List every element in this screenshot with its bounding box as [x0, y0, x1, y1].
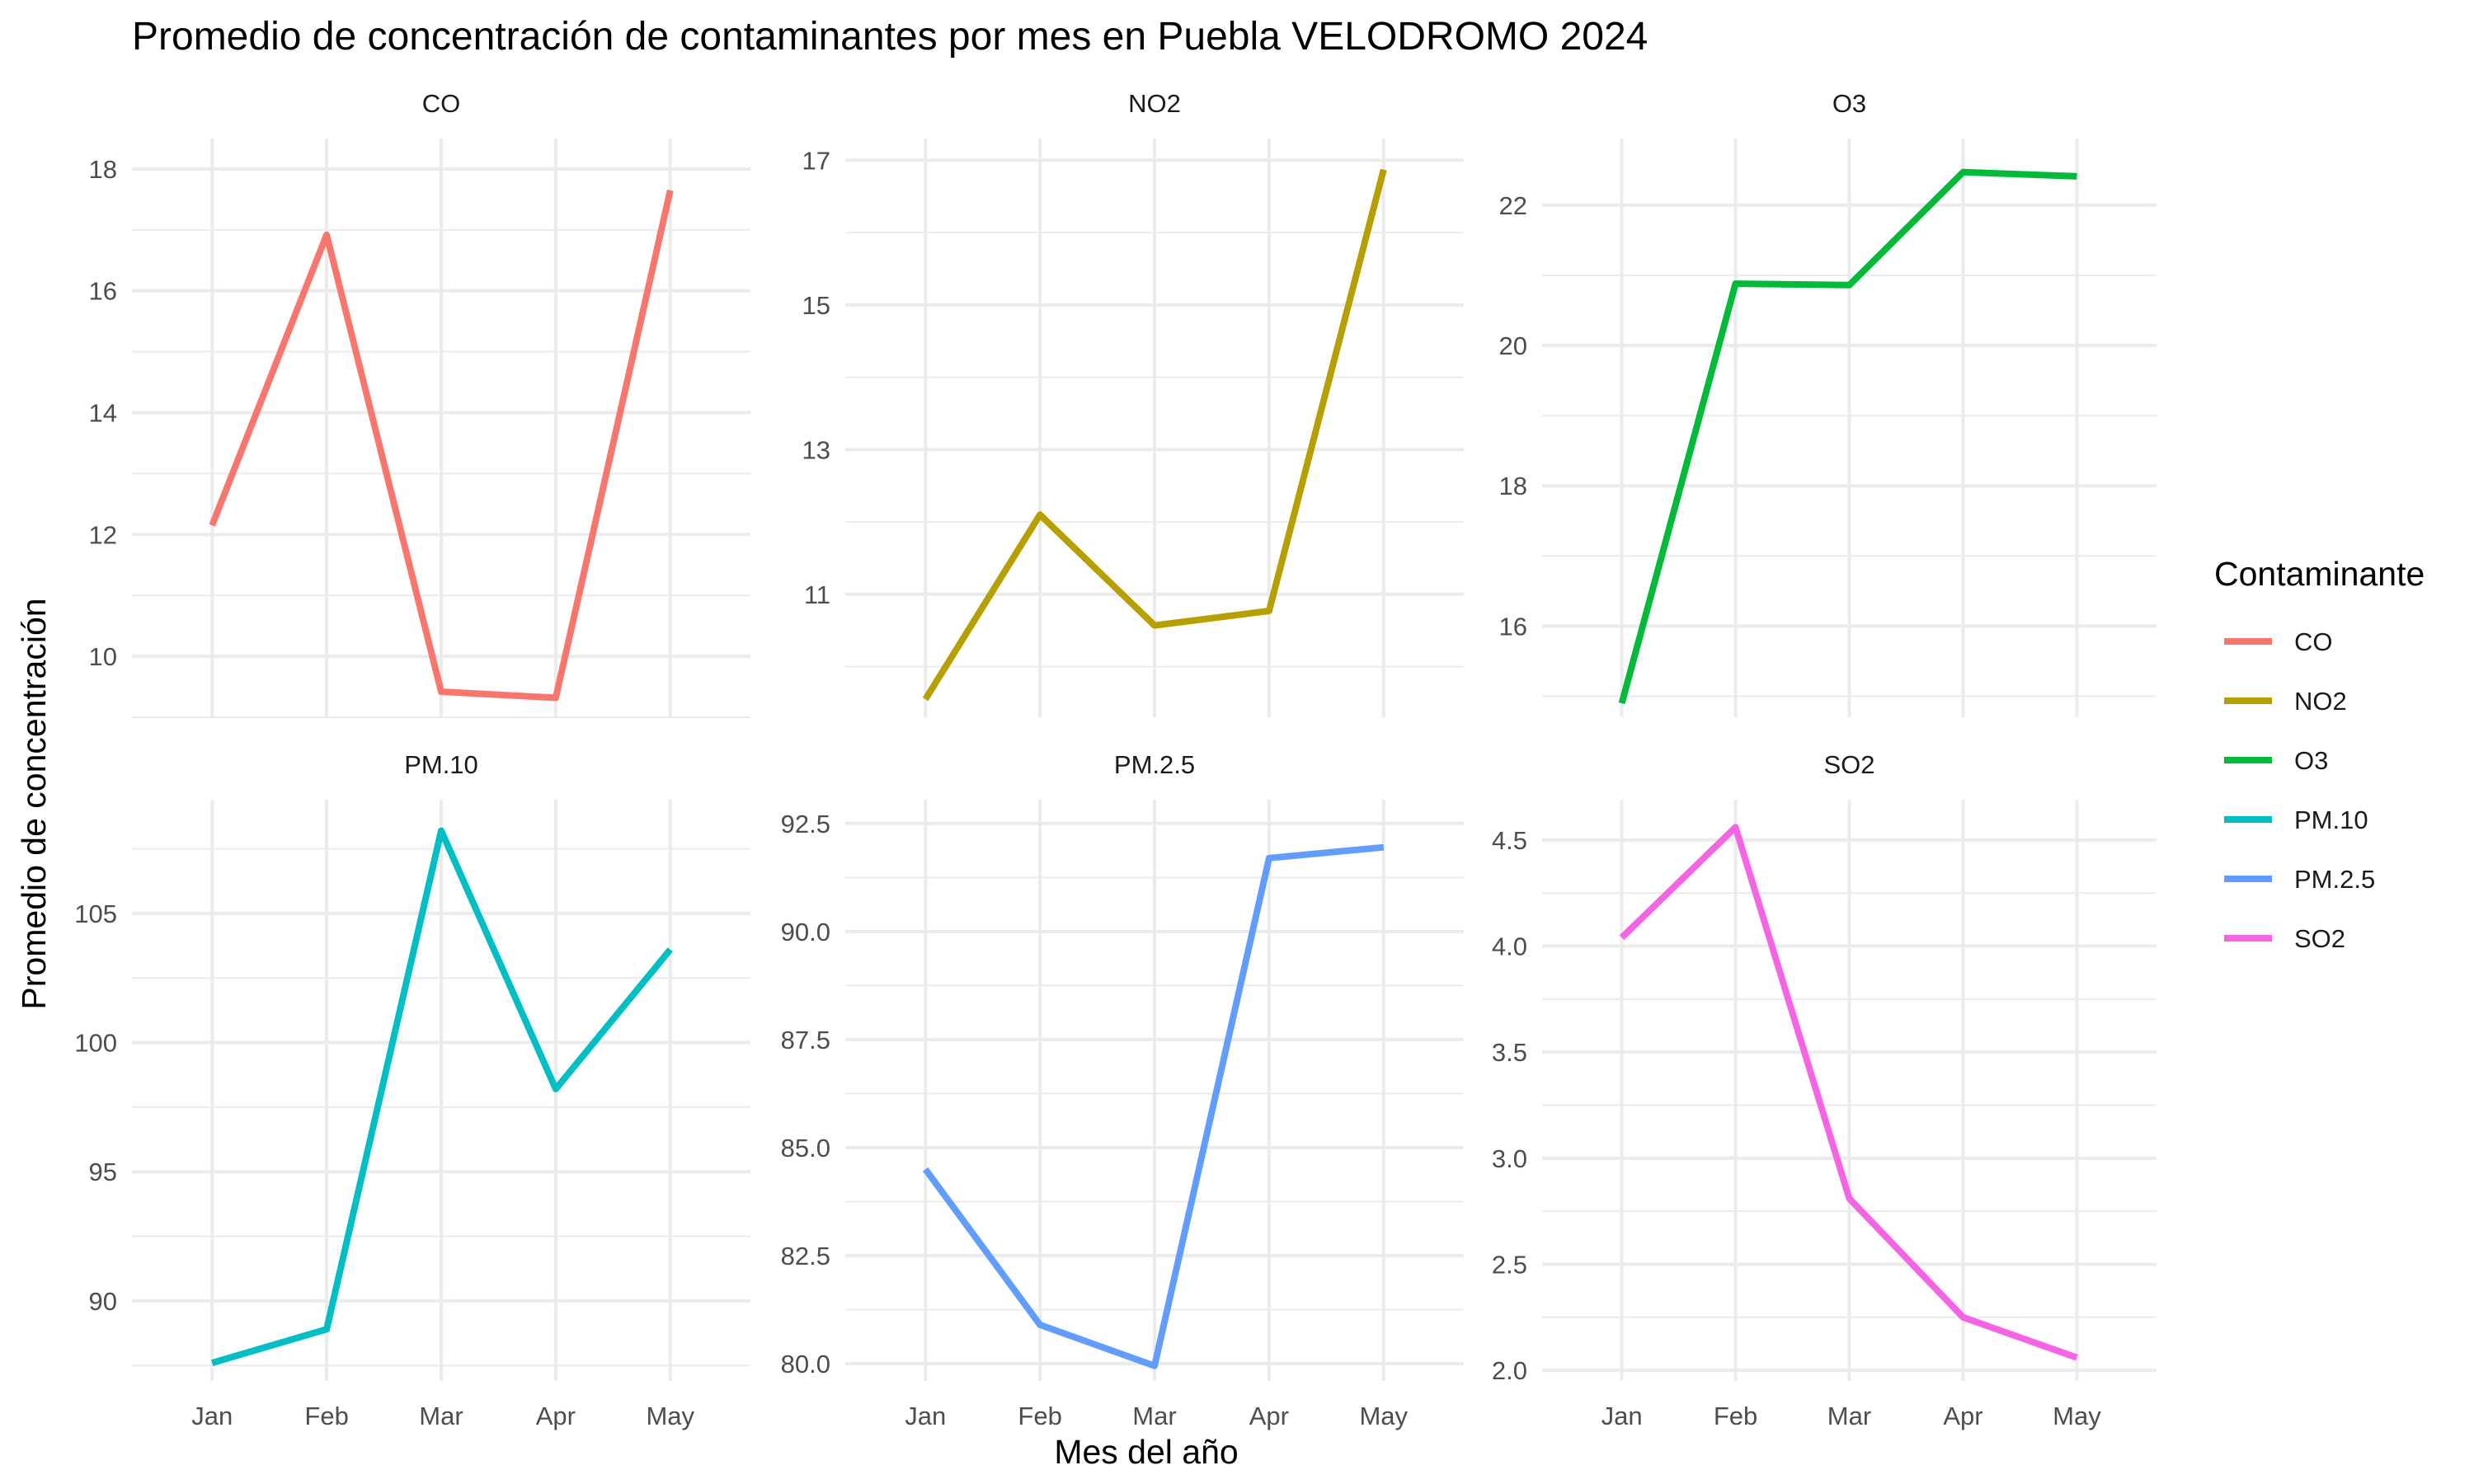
panel-so2: SO2 2.0 2.5 3.0 3.5 4.0 4.5 Jan Feb Mar Apr May [1492, 750, 2157, 1430]
x-tick-label: Mar [1827, 1402, 1871, 1430]
legend-label-so2: SO2 [2294, 924, 2345, 953]
y-tick-label: 12 [89, 520, 117, 549]
series-line-no2 [922, 168, 1387, 702]
y-tick-label: 90.0 [781, 918, 830, 946]
y-tick-label: 2.5 [1492, 1250, 1527, 1279]
y-tick-label: 85.0 [781, 1134, 830, 1162]
y-tick-label: 82.5 [781, 1242, 830, 1270]
panel-pm-2-5: PM.2.5 80.0 82.5 85.0 87.5 90.0 92.5 Jan Feb Mar A… [781, 750, 1464, 1430]
series-line-so2 [1619, 824, 2078, 1361]
y-tick-label: 105 [74, 899, 117, 928]
legend-label-o3: O3 [2294, 746, 2328, 775]
x-tick-label: Jan [1602, 1402, 1643, 1430]
x-axis-title: Mes del año [1054, 1433, 1238, 1471]
y-axis-title: Promedio de concentración [15, 598, 53, 1009]
facet-label-pm-2-5: PM.2.5 [1114, 750, 1195, 779]
x-tick-label: Feb [304, 1402, 348, 1430]
y-tick-label: 100 [74, 1029, 117, 1058]
legend-label-pm-2-5: PM.2.5 [2294, 865, 2375, 894]
x-tick-label: Mar [1132, 1402, 1176, 1430]
series-line-o3 [1618, 168, 2077, 705]
y-tick-label: 92.5 [781, 810, 830, 838]
y-tick-label: 16 [89, 277, 117, 306]
y-tick-label: 17 [802, 146, 830, 175]
x-tick-label: Feb [1018, 1402, 1061, 1430]
y-tick-label: 15 [802, 291, 830, 320]
series-line-co [209, 189, 674, 702]
y-tick-label: 14 [89, 399, 117, 428]
y-tick-label: 4.0 [1492, 932, 1527, 961]
x-tick-label: Mar [419, 1402, 463, 1430]
y-tick-label: 13 [802, 435, 830, 464]
y-tick-label: 2.0 [1492, 1356, 1527, 1385]
facet-panels: CO 10 12 14 16 18 NO2 11 13 15 17 O3 16 18 20 22 PM.10 90… [74, 89, 2157, 1430]
panel-pm-10: PM.10 90 95 100 105 Jan Feb Mar Apr May [74, 750, 750, 1430]
y-tick-label: 18 [1499, 472, 1527, 500]
y-tick-label: 10 [89, 642, 117, 671]
y-tick-label: 80.0 [781, 1350, 830, 1378]
x-tick-label: Feb [1714, 1402, 1757, 1430]
x-tick-label: Apr [1943, 1402, 1982, 1430]
y-tick-label: 3.5 [1492, 1038, 1527, 1067]
facet-label-o3: O3 [1832, 89, 1866, 118]
panel-co: CO 10 12 14 16 18 [89, 89, 750, 718]
series-line-pm-2-5 [922, 843, 1385, 1369]
legend-label-no2: NO2 [2294, 687, 2347, 716]
y-tick-label: 87.5 [781, 1026, 830, 1054]
facet-label-co: CO [422, 89, 461, 118]
x-tick-label: Apr [536, 1402, 576, 1430]
panel-o3: O3 16 18 20 22 [1499, 89, 2157, 717]
legend-label-pm-10: PM.10 [2294, 805, 2368, 834]
y-tick-label: 3.0 [1492, 1144, 1527, 1173]
x-tick-label: Apr [1249, 1402, 1289, 1430]
y-tick-label: 11 [804, 580, 830, 609]
facet-label-no2: NO2 [1128, 89, 1181, 118]
panel-no2: NO2 11 13 15 17 [802, 89, 1464, 717]
x-tick-label: May [1359, 1402, 1408, 1430]
chart-title: Promedio de concentración de contaminant… [132, 15, 1648, 59]
x-tick-label: Jan [191, 1402, 233, 1430]
x-tick-label: May [2053, 1402, 2101, 1430]
legend-title: Contaminante [2214, 555, 2425, 593]
legend: Contaminante CO NO2 O3 PM.10 PM.2.5 SO2 [2214, 555, 2425, 953]
y-tick-label: 18 [89, 155, 117, 184]
y-tick-label: 90 [89, 1287, 117, 1316]
x-tick-label: May [646, 1402, 694, 1430]
y-tick-label: 22 [1499, 191, 1527, 220]
y-tick-label: 4.5 [1492, 826, 1527, 855]
facet-label-so2: SO2 [1823, 750, 1874, 779]
facet-label-pm-10: PM.10 [404, 750, 478, 779]
y-tick-label: 16 [1499, 612, 1527, 641]
legend-label-co: CO [2294, 627, 2333, 656]
x-tick-label: Jan [905, 1402, 946, 1430]
y-tick-label: 95 [89, 1158, 117, 1186]
series-line-pm-10 [211, 827, 673, 1366]
y-tick-label: 20 [1499, 331, 1527, 360]
